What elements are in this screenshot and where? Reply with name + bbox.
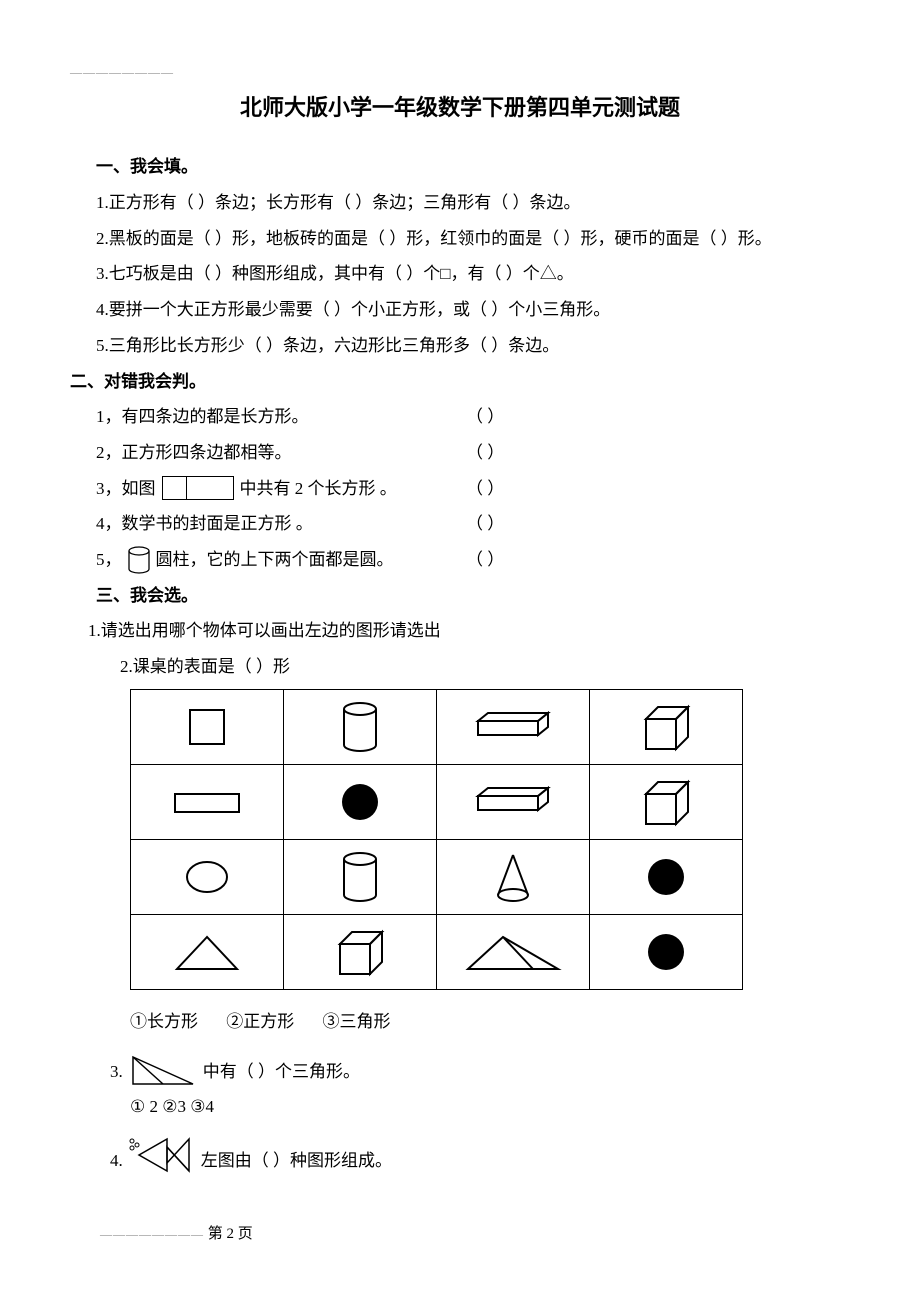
s3-q4: 4. 左图由（ ）种图形组成。	[110, 1131, 850, 1179]
judge-row: 2，正方形四条边都相等。（ ）	[96, 435, 850, 471]
judge-row: 1，有四条边的都是长方形。（ ）	[96, 399, 850, 435]
s1-q3: 3.七巧板是由（ ）种图形组成，其中有（ ）个□，有（ ）个△。	[96, 256, 850, 292]
s1-q2: 2.黑板的面是（ ）形，地板砖的面是（ ）形，红领巾的面是（ ）形，硬币的面是（…	[96, 221, 850, 257]
judge-text: 5，圆柱，它的上下两个面都是圆。	[96, 542, 466, 578]
judge-row: 5，圆柱，它的上下两个面都是圆。（ ）	[96, 542, 850, 578]
fish-shape-icon	[123, 1131, 201, 1179]
judge-text: 3，如图中共有 2 个长方形 。	[96, 471, 466, 507]
page-footer: ———————— 第 2 页	[100, 1219, 850, 1251]
judge-text: 4，数学书的封面是正方形 。	[96, 506, 466, 542]
shape-cell-cylinder	[284, 689, 437, 764]
shape-cell-cube	[590, 689, 743, 764]
shape-cell-cuboid-long	[437, 689, 590, 764]
shape-cell-square	[131, 689, 284, 764]
inline-cylinder-icon	[126, 545, 152, 575]
judge-text: 2，正方形四条边都相等。	[96, 435, 466, 471]
judge-paren: （ ）	[466, 506, 586, 542]
shape-table	[130, 689, 743, 990]
s1-q1: 1.正方形有（ ）条边；长方形有（ ）条边；三角形有（ ）条边。	[96, 185, 850, 221]
header-dash: ————————	[70, 60, 850, 85]
page-number: 第 2 页	[208, 1226, 253, 1242]
judge-paren: （ ）	[466, 399, 586, 435]
s3-q3a: 3.	[110, 1054, 123, 1090]
triangle-nested-icon	[123, 1049, 203, 1089]
shape-cell-cylinder	[284, 839, 437, 914]
shape-cell-ellipse	[131, 839, 284, 914]
shape-cell-cone	[437, 839, 590, 914]
s3-q1: 1.请选出用哪个物体可以画出左边的图形请选出	[88, 613, 850, 649]
s3-opts2: ①长方形 ②正方形 ③三角形	[130, 1004, 850, 1040]
shape-cell-cube	[284, 914, 437, 989]
judge-paren: （ ）	[466, 471, 586, 507]
footer-dash: ————————	[100, 1227, 204, 1241]
judge-text: 1，有四条边的都是长方形。	[96, 399, 466, 435]
s3-q4b: 左图由（ ）种图形组成。	[201, 1143, 392, 1179]
shape-cell-circle-black	[590, 839, 743, 914]
judge-row: 4，数学书的封面是正方形 。（ ）	[96, 506, 850, 542]
s1-q4: 4.要拼一个大正方形最少需要（ ）个小正方形，或（ ）个小三角形。	[96, 292, 850, 328]
inline-rect-icon	[162, 476, 234, 500]
shape-cell-circle-black	[284, 764, 437, 839]
shape-cell-cuboid-long	[437, 764, 590, 839]
judge-list: 1，有四条边的都是长方形。（ ）2，正方形四条边都相等。（ ）3，如图中共有 2…	[70, 399, 850, 577]
judge-row: 3，如图中共有 2 个长方形 。（ ）	[96, 471, 850, 507]
s3-q3: 3. 中有（ ）个三角形。	[110, 1049, 850, 1089]
shape-cell-rect	[131, 764, 284, 839]
section1-head: 一、我会填。	[96, 149, 850, 185]
section3-head: 三、我会选。	[96, 578, 850, 614]
shape-cell-cube	[590, 764, 743, 839]
section2-head: 二、对错我会判。	[70, 364, 850, 400]
s3-q3b: 中有（ ）个三角形。	[203, 1054, 360, 1090]
shape-cell-triangle	[131, 914, 284, 989]
judge-paren: （ ）	[466, 542, 586, 578]
shape-cell-triangle-split	[437, 914, 590, 989]
s3-q4a: 4.	[110, 1143, 123, 1179]
s1-q5: 5.三角形比长方形少（ ）条边，六边形比三角形多（ ）条边。	[96, 328, 850, 364]
judge-paren: （ ）	[466, 435, 586, 471]
shape-cell-circle-black	[590, 914, 743, 989]
page-title: 北师大版小学一年级数学下册第四单元测试题	[70, 85, 850, 131]
s3-opts3: ① 2 ②3 ③4	[130, 1089, 850, 1125]
s3-q2: 2.课桌的表面是（ ）形	[120, 649, 850, 685]
